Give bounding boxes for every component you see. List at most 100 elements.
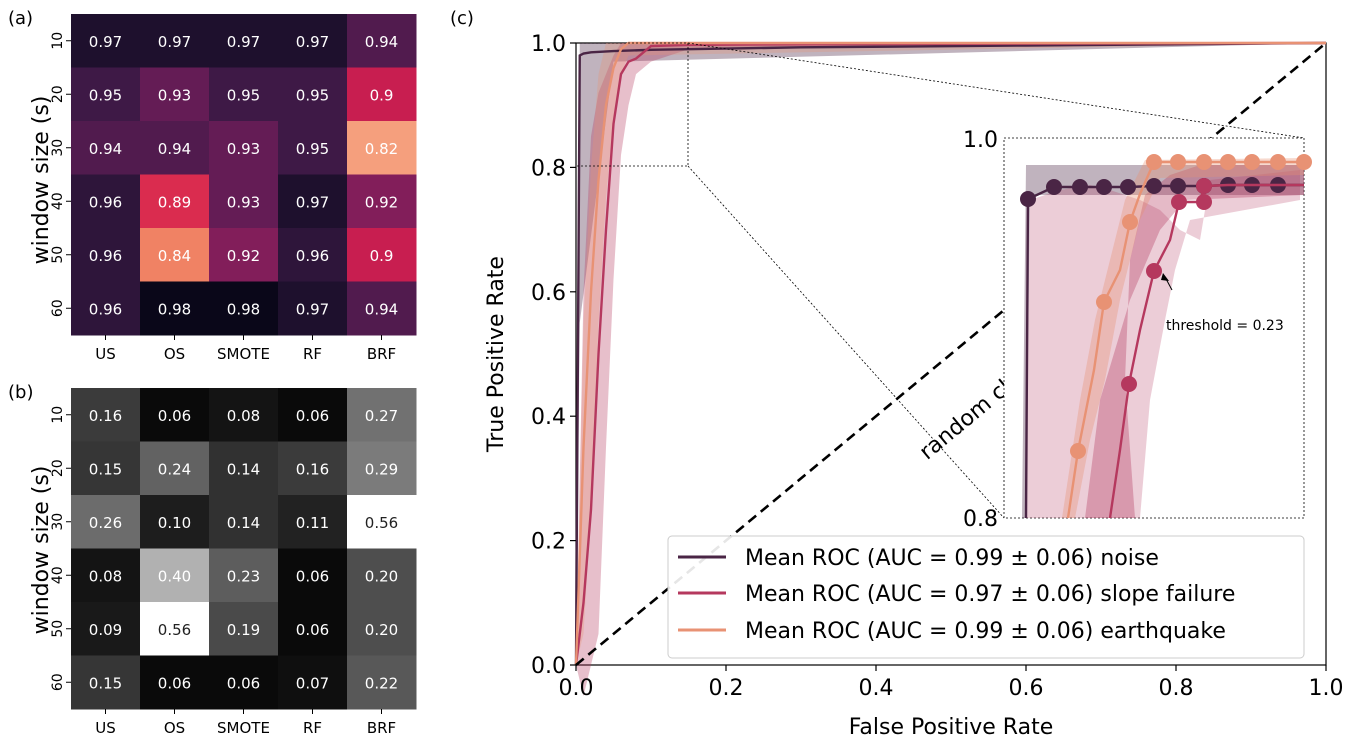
heatmap-a-value: 0.98 — [227, 300, 260, 318]
zoom-region — [575, 42, 689, 167]
heatmap-a-cell — [209, 67, 279, 122]
panel-a-label: (a) — [8, 8, 33, 29]
inset-marker-noise — [1020, 191, 1036, 207]
roc-ytick-label: 0.0 — [531, 654, 566, 679]
heatmap-b-cell — [278, 388, 348, 442]
heatmap-b-value: 0.20 — [365, 567, 398, 585]
heatmap-b-row-label: 50 — [50, 620, 66, 638]
roc-xtick-label: 0.0 — [559, 676, 594, 701]
heatmap-b-cell — [140, 388, 210, 442]
heatmap-b-value: 0.40 — [158, 567, 191, 585]
roc-ytick-label: 0.8 — [531, 156, 566, 181]
heatmap-a-ylabel: window size (s) — [29, 96, 54, 265]
heatmap-b-cell — [71, 602, 141, 656]
inset-marker-quake — [1170, 154, 1186, 170]
zoom-connector-bottom — [687, 165, 1005, 519]
heatmap-a-cell — [278, 121, 348, 175]
roc-legend: Mean ROC (AUC = 0.99 ± 0.06) noise Mean … — [667, 535, 1305, 659]
heatmap-b-cell — [209, 602, 279, 656]
inset-marker-quake — [1296, 154, 1312, 170]
panel-b-label: (b) — [8, 382, 33, 403]
heatmap-b-value: 0.19 — [227, 621, 260, 639]
heatmap-b-cell — [140, 441, 210, 496]
heatmap-b-cell — [278, 495, 348, 549]
heatmap-a-value: 0.93 — [158, 86, 191, 104]
heatmap-a-row-label: 30 — [50, 139, 66, 157]
heatmap-b-value: 0.20 — [365, 621, 398, 639]
heatmap-a-value: 0.94 — [89, 140, 122, 158]
heatmap-a-value: 0.98 — [158, 300, 191, 318]
inset-band-slope-wide — [1026, 170, 1300, 518]
inset-marker-slope — [1121, 376, 1137, 392]
inset-marker-noise — [1170, 178, 1186, 194]
heatmap-a-cell — [71, 121, 141, 175]
panel-c-label: (c) — [450, 8, 474, 29]
heatmap-a-value: 0.84 — [158, 247, 191, 265]
heatmap-a-row-label: 10 — [50, 32, 66, 50]
heatmap-a-cell — [347, 174, 417, 229]
heatmap-b-cell — [209, 388, 279, 442]
heatmap-b-value: 0.22 — [365, 674, 398, 692]
roc-ytick-label: 0.6 — [531, 281, 566, 306]
inset-marker-slope — [1196, 194, 1212, 210]
heatmap-a-cell — [140, 228, 210, 282]
heatmap-b-cell — [140, 602, 210, 656]
inset-marker-quake — [1244, 154, 1260, 170]
heatmap-a-value: 0.97 — [227, 33, 260, 51]
heatmap-b-value: 0.26 — [89, 514, 122, 532]
heatmap-b-value: 0.10 — [158, 514, 191, 532]
heatmap-a: 0.97 0.97 0.97 0.97 0.94 10 0.95 0.93 0.95 0.95 0.… — [50, 14, 417, 363]
heatmap-b-value: 0.15 — [89, 674, 122, 692]
heatmap-b-value: 0.15 — [89, 460, 122, 478]
heatmap-a-cell — [347, 281, 417, 336]
roc-chart: 0.0 0.2 0.4 0.6 0.8 1.00.00.20.40.60.81.0 ran… — [484, 32, 1344, 740]
heatmap-b-value: 0.06 — [296, 567, 329, 585]
inset-band-slope — [1085, 165, 1304, 518]
heatmap-b-value: 0.06 — [158, 407, 191, 425]
heatmap-a-value: 0.97 — [158, 33, 191, 51]
heatmap-b-cell — [140, 548, 210, 603]
heatmap-a-cell — [278, 67, 348, 122]
heatmap-a-row-label: 50 — [50, 246, 66, 264]
heatmap-b-row-label: 30 — [50, 513, 66, 531]
threshold-annotation: threshold = 0.23 — [1166, 318, 1284, 334]
inset-marker-noise — [1120, 179, 1136, 195]
heatmap-b-value: 0.06 — [158, 674, 191, 692]
heatmap-b-row-label: 40 — [50, 566, 66, 584]
heatmap-a-value: 0.9 — [370, 247, 394, 265]
heatmap-a-value: 0.96 — [89, 300, 122, 318]
roc-xlabel: False Positive Rate — [849, 715, 1053, 740]
heatmap-a-col-label: BRF — [367, 345, 396, 363]
heatmap-a-value: 0.92 — [365, 193, 398, 211]
inset-frame — [1003, 137, 1305, 519]
inset-marker-noise — [1096, 179, 1112, 195]
heatmap-a-cell — [278, 281, 348, 336]
heatmap-a-cell — [209, 174, 279, 229]
heatmap-a-value: 0.96 — [89, 193, 122, 211]
heatmap-a-cell — [209, 228, 279, 282]
heatmap-b-value: 0.06 — [296, 621, 329, 639]
roc-line-slope — [574, 41, 1327, 666]
heatmap-b-cell — [347, 655, 417, 710]
heatmap-a-cell — [140, 67, 210, 122]
heatmap-b-col-label: US — [95, 719, 116, 737]
heatmap-b-cell — [347, 441, 417, 496]
heatmap-b-col-label: OS — [164, 719, 185, 737]
heatmap-b-cell — [71, 548, 141, 603]
legend-entry-noise: Mean ROC (AUC = 0.99 ± 0.06) noise — [745, 546, 1159, 571]
heatmap-b-cell — [71, 441, 141, 496]
heatmap-b-cell — [278, 602, 348, 656]
roc-xtick-label: 0.2 — [709, 676, 744, 701]
inset-ytick-top: 1.0 — [963, 128, 998, 153]
heatmap-a-value: 0.82 — [365, 140, 398, 158]
heatmap-b-value: 0.29 — [365, 460, 398, 478]
heatmap-a-cell — [347, 121, 417, 175]
heatmap-b-col-label: RF — [303, 719, 322, 737]
heatmap-a-value: 0.92 — [227, 247, 260, 265]
roc-xtick-label: 1.0 — [1309, 676, 1344, 701]
heatmap-b-ylabel: window size (s) — [29, 466, 54, 635]
heatmap-a-value: 0.94 — [365, 33, 398, 51]
heatmap-b-value: 0.56 — [158, 621, 191, 639]
heatmap-a-value: 0.95 — [296, 86, 329, 104]
